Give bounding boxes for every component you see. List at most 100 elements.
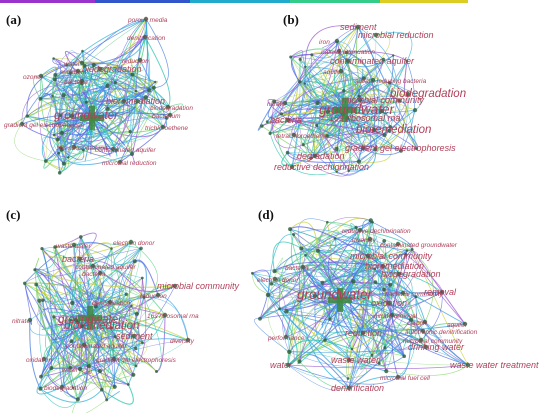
term-label: aquifer bbox=[323, 69, 344, 76]
network-node bbox=[69, 318, 73, 322]
network-edge bbox=[362, 34, 377, 149]
term-label: autotrophic denitrification bbox=[405, 329, 478, 336]
network-edge bbox=[79, 232, 97, 260]
network-node bbox=[338, 68, 344, 74]
network-node bbox=[142, 34, 148, 40]
network-node bbox=[384, 369, 389, 374]
network-node bbox=[402, 354, 407, 359]
network-node bbox=[97, 270, 103, 276]
network-edge bbox=[252, 269, 271, 319]
network-node bbox=[113, 81, 117, 85]
network-edge bbox=[289, 132, 312, 159]
term-label: electron donor bbox=[113, 240, 155, 247]
network-edge bbox=[359, 229, 413, 250]
network-node bbox=[282, 100, 288, 106]
network-edge bbox=[346, 350, 405, 379]
network-node bbox=[131, 333, 137, 339]
network-edge bbox=[42, 137, 64, 164]
network-node bbox=[154, 80, 157, 84]
term-label: biodegradation bbox=[381, 269, 441, 279]
network-node bbox=[315, 100, 320, 105]
network-node bbox=[57, 171, 62, 175]
network-node bbox=[283, 334, 289, 340]
network-node bbox=[310, 53, 314, 57]
network-edge bbox=[272, 101, 304, 149]
network-edge bbox=[285, 336, 469, 366]
term-label: waste water bbox=[331, 355, 380, 365]
network-node bbox=[462, 321, 468, 327]
term-label: removal bbox=[424, 287, 457, 297]
network-edge bbox=[348, 220, 382, 389]
network-nodes bbox=[260, 24, 419, 173]
network-node bbox=[41, 356, 47, 362]
network-node bbox=[59, 130, 64, 136]
term-label: microbial reduction bbox=[358, 30, 434, 40]
network-edge bbox=[42, 248, 142, 301]
network-edge bbox=[397, 273, 416, 378]
network-edge bbox=[274, 244, 408, 272]
network-node bbox=[312, 293, 318, 299]
network-node bbox=[465, 362, 471, 368]
network-node bbox=[58, 113, 63, 118]
network-node bbox=[272, 269, 277, 274]
network-edge bbox=[383, 59, 417, 149]
network-edge bbox=[348, 100, 401, 172]
network-node bbox=[27, 317, 33, 323]
hub-node bbox=[78, 315, 102, 321]
network-edge bbox=[363, 34, 391, 79]
network-edge bbox=[62, 70, 83, 82]
network-edge bbox=[54, 246, 132, 307]
network-edge bbox=[108, 294, 159, 315]
network-node bbox=[323, 338, 327, 342]
network-node bbox=[360, 330, 366, 336]
network-edge bbox=[281, 70, 342, 115]
network-edge bbox=[135, 277, 147, 367]
network-edge bbox=[34, 269, 72, 342]
network-edge bbox=[336, 126, 391, 176]
network-node bbox=[52, 133, 56, 137]
network-edge bbox=[267, 294, 387, 372]
network-node bbox=[387, 128, 392, 133]
network-edge bbox=[284, 102, 337, 173]
network-edge bbox=[371, 296, 417, 356]
network-node bbox=[52, 57, 55, 60]
network-edge bbox=[106, 78, 167, 119]
network-node bbox=[285, 117, 291, 123]
term-label: bioremediation bbox=[106, 96, 165, 106]
network-node bbox=[79, 323, 85, 329]
network-node bbox=[387, 81, 392, 85]
network-edge bbox=[27, 75, 44, 117]
network-node bbox=[334, 38, 340, 44]
network-edge bbox=[347, 60, 417, 150]
panel-letter: (a) bbox=[6, 12, 21, 27]
network-edge bbox=[326, 119, 391, 137]
network-edge bbox=[287, 321, 426, 366]
network-node bbox=[351, 279, 356, 284]
network-node bbox=[260, 124, 264, 128]
network-edge bbox=[369, 238, 376, 276]
network-node bbox=[288, 227, 293, 232]
network-edge bbox=[273, 101, 302, 168]
network-node bbox=[112, 384, 117, 389]
term-label: 16s ribosomal rna bbox=[147, 313, 199, 320]
term-label: microbial fuel cell bbox=[380, 375, 430, 382]
term-label: microbial community bbox=[350, 251, 433, 261]
network-node bbox=[373, 280, 378, 284]
network-node bbox=[299, 246, 304, 251]
term-label: reductive dechlorination bbox=[274, 162, 369, 172]
network-node bbox=[300, 264, 306, 270]
network-edge bbox=[271, 260, 384, 285]
network-node bbox=[439, 289, 445, 295]
network-node bbox=[397, 98, 402, 103]
term-label: water bbox=[62, 367, 79, 374]
term-label: microbial community bbox=[157, 281, 240, 291]
network-node bbox=[130, 72, 135, 77]
network-node bbox=[75, 397, 80, 402]
network-edge bbox=[61, 149, 133, 166]
network-edge bbox=[29, 319, 41, 389]
network-node bbox=[23, 281, 27, 285]
network-node bbox=[418, 337, 424, 343]
network-node bbox=[422, 319, 428, 325]
network-node bbox=[377, 361, 381, 365]
